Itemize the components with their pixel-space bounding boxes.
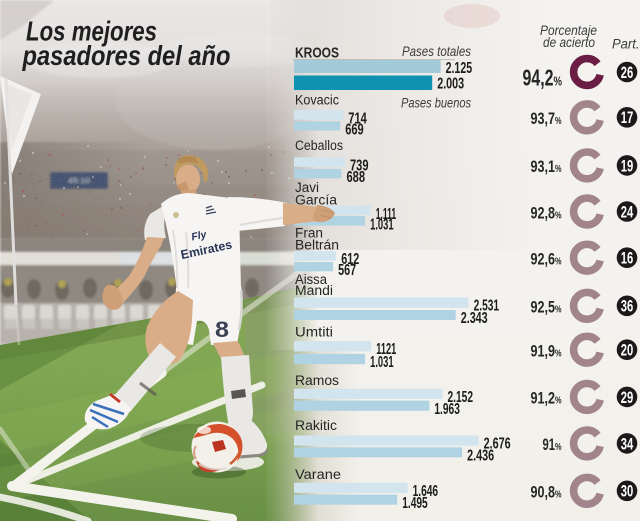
svg-text:92,6: 92,6	[531, 251, 556, 269]
svg-text:1.646: 1.646	[413, 483, 439, 500]
svg-text:Aissa: Aissa	[295, 272, 327, 288]
svg-text:KROOS: KROOS	[295, 45, 339, 62]
svg-text:94,2: 94,2	[523, 65, 554, 91]
svg-text:Mandi: Mandi	[295, 283, 333, 299]
svg-text:Rakitic: Rakitic	[295, 418, 337, 434]
svg-text:Porcentaje: Porcentaje	[540, 23, 597, 38]
svg-text:Fran: Fran	[295, 226, 323, 242]
svg-text:92,5: 92,5	[531, 299, 556, 317]
svg-text:91,9: 91,9	[531, 343, 556, 361]
svg-text:1121: 1121	[376, 341, 396, 358]
svg-text:Javi: Javi	[295, 180, 319, 196]
svg-text:20: 20	[621, 342, 634, 360]
svg-text:%: %	[555, 209, 562, 221]
svg-text:1.963: 1.963	[434, 401, 460, 418]
svg-text:714: 714	[348, 110, 367, 127]
svg-text:567: 567	[338, 262, 356, 279]
svg-text:19: 19	[621, 157, 634, 175]
svg-text:%: %	[555, 348, 562, 360]
svg-text:2.436: 2.436	[467, 448, 494, 465]
svg-text:%: %	[555, 395, 562, 407]
svg-text:Part.: Part.	[612, 36, 640, 51]
svg-text:1.031: 1.031	[370, 216, 394, 233]
svg-text:%: %	[554, 74, 563, 89]
svg-text:26: 26	[621, 64, 634, 82]
svg-text:pasadores del año: pasadores del año	[22, 40, 231, 71]
svg-text:Varane: Varane	[295, 467, 341, 483]
svg-text:91,2: 91,2	[531, 390, 556, 408]
svg-text:1.031: 1.031	[370, 354, 394, 371]
svg-text:30: 30	[621, 483, 634, 501]
svg-text:688: 688	[347, 169, 366, 186]
svg-text:8: 8	[215, 317, 229, 342]
svg-text:2.003: 2.003	[437, 76, 464, 93]
svg-text:Kovacic: Kovacic	[295, 93, 339, 109]
svg-text:Umtiti: Umtiti	[295, 325, 333, 341]
svg-text:2.676: 2.676	[484, 436, 511, 453]
svg-text:612: 612	[341, 251, 359, 268]
svg-text:%: %	[555, 304, 562, 316]
svg-text:669: 669	[345, 122, 364, 139]
svg-text:36: 36	[621, 298, 634, 316]
svg-text:%: %	[555, 441, 562, 453]
svg-text:2.531: 2.531	[474, 298, 500, 315]
svg-text:90,8: 90,8	[531, 484, 556, 502]
svg-text:Ramos: Ramos	[295, 373, 339, 389]
svg-text:1.111: 1.111	[376, 206, 397, 223]
svg-text:2.152: 2.152	[448, 389, 474, 406]
svg-text:24: 24	[621, 203, 634, 221]
svg-text:1.495: 1.495	[402, 495, 428, 512]
svg-text:34: 34	[621, 435, 634, 453]
svg-text:16: 16	[621, 250, 634, 268]
svg-text:%: %	[555, 115, 562, 127]
svg-text:Beltrán: Beltrán	[295, 238, 339, 254]
svg-text:92,8: 92,8	[531, 204, 556, 222]
svg-text:%: %	[555, 163, 562, 175]
svg-text:91: 91	[543, 436, 556, 454]
svg-text:93,1: 93,1	[531, 158, 556, 176]
svg-text:2.125: 2.125	[446, 60, 473, 77]
svg-text:Ceballos: Ceballos	[295, 138, 343, 154]
svg-text:de acierto: de acierto	[543, 35, 595, 50]
svg-text:Pases totales: Pases totales	[402, 44, 471, 59]
svg-text:%: %	[555, 256, 562, 268]
svg-text:17: 17	[621, 109, 634, 127]
svg-text:Fly: Fly	[190, 228, 208, 243]
svg-text:Los mejores: Los mejores	[26, 16, 157, 47]
svg-text:29: 29	[621, 389, 634, 407]
svg-text:%: %	[555, 489, 562, 501]
svg-text:Pases buenos: Pases buenos	[401, 96, 471, 111]
svg-text:739: 739	[350, 158, 369, 175]
svg-text:93,7: 93,7	[531, 110, 556, 128]
svg-text:García: García	[295, 192, 337, 208]
svg-text:2.343: 2.343	[461, 310, 488, 327]
